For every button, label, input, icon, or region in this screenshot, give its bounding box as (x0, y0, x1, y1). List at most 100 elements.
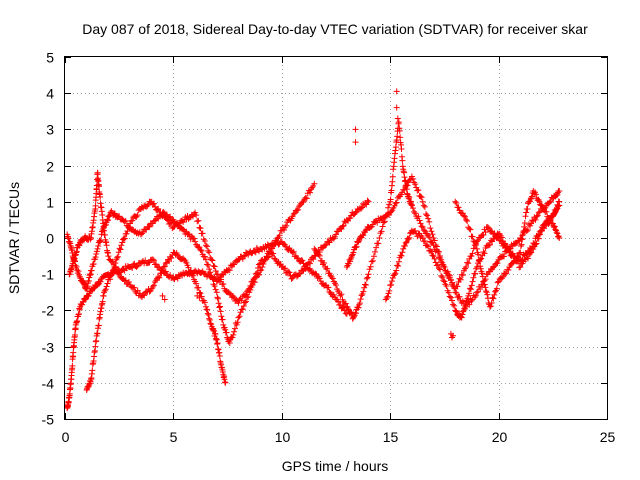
data-point (300, 198, 307, 205)
x-tick-label: 20 (492, 429, 508, 445)
data-point (460, 212, 467, 219)
data-point (180, 226, 187, 233)
data-point (472, 270, 479, 277)
data-point (469, 233, 476, 240)
data-point (196, 224, 203, 231)
data-point (397, 134, 404, 141)
data-point (303, 195, 310, 202)
data-point (280, 227, 287, 234)
data-point (516, 250, 523, 257)
data-point (527, 250, 534, 257)
data-point (241, 299, 248, 306)
data-point (398, 146, 405, 153)
data-point (473, 245, 480, 252)
data-point (141, 292, 148, 299)
data-point (417, 220, 424, 227)
data-point (355, 238, 362, 245)
data-point (163, 216, 170, 223)
data-point (305, 259, 312, 266)
data-point (527, 195, 534, 202)
data-point (343, 263, 350, 270)
data-point (306, 260, 313, 267)
data-point (222, 326, 229, 333)
data-point (338, 291, 345, 298)
data-point (90, 285, 97, 292)
data-point (189, 235, 196, 242)
data-point (342, 300, 349, 307)
data-point (519, 236, 526, 243)
data-point (358, 292, 365, 299)
data-point (209, 275, 216, 282)
data-point (245, 286, 252, 293)
data-point (274, 235, 281, 242)
x-tick-label: 15 (383, 429, 399, 445)
data-point (84, 293, 91, 300)
data-point (426, 218, 433, 225)
data-point (394, 133, 401, 140)
data-point (475, 251, 482, 258)
data-point (368, 258, 375, 265)
data-point (490, 264, 497, 271)
data-point (554, 201, 561, 208)
data-point (535, 209, 542, 216)
data-point (517, 243, 524, 250)
data-point (295, 206, 302, 213)
data-point (119, 239, 126, 246)
data-point (69, 362, 76, 369)
data-point (246, 285, 253, 292)
data-point (501, 253, 508, 260)
data-point (302, 265, 309, 272)
data-point (216, 304, 223, 311)
data-point (214, 340, 221, 347)
data-point (220, 321, 227, 328)
data-point (159, 292, 166, 299)
data-point (392, 144, 399, 151)
data-point (452, 307, 459, 314)
data-point (311, 180, 318, 187)
data-point (506, 245, 513, 252)
data-point (205, 311, 212, 318)
data-point (395, 119, 402, 126)
data-point (364, 197, 371, 204)
data-point (118, 242, 125, 249)
data-point (481, 281, 488, 288)
data-point (483, 288, 490, 295)
data-point (205, 261, 212, 268)
data-point (240, 253, 247, 260)
data-point (94, 281, 101, 288)
data-point (472, 241, 479, 248)
data-point (74, 267, 81, 274)
data-point (366, 266, 373, 273)
data-point (533, 240, 540, 247)
data-point (89, 367, 96, 374)
data-point (302, 194, 309, 201)
data-point (211, 283, 218, 290)
data-point (547, 198, 554, 205)
data-point (477, 286, 484, 293)
data-point (453, 199, 460, 206)
data-point (555, 189, 562, 196)
data-point (468, 252, 475, 259)
data-point (310, 256, 317, 263)
data-point (542, 222, 549, 229)
data-point (125, 279, 132, 286)
data-point (325, 238, 332, 245)
data-point (427, 247, 434, 254)
data-point (467, 226, 474, 233)
data-point (234, 319, 241, 326)
data-point (505, 267, 512, 274)
data-point (532, 216, 539, 223)
data-point (394, 262, 401, 269)
data-point (115, 270, 122, 277)
data-point (114, 254, 121, 261)
data-point (190, 235, 197, 242)
data-point (82, 296, 89, 303)
data-point (253, 270, 260, 277)
data-point (296, 203, 303, 210)
data-point (439, 274, 446, 281)
data-point (389, 178, 396, 185)
data-point (138, 230, 145, 237)
data-point (193, 212, 200, 219)
data-point (204, 243, 211, 250)
data-point (381, 214, 388, 221)
